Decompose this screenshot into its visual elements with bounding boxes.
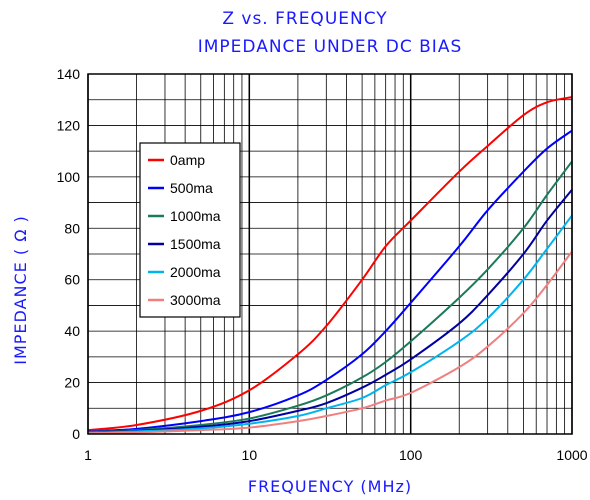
x-tick-label: 100 [399,447,423,463]
series-line-2000ma [87,214,573,434]
y-tick-label: 20 [64,375,80,391]
legend: 0amp 500ma 1000ma 1500ma 2000ma 3000ma [139,142,241,318]
y-tick-label: 120 [57,117,81,133]
y-axis-label: IMPEDANCE ( Ω ) [11,215,30,364]
series-line-1000ma [87,160,573,433]
x-tick-label: 1000 [556,447,587,463]
legend-label-500ma: 500ma [170,180,213,196]
legend-label-1000ma: 1000ma [170,208,221,224]
legend-label-0amp: 0amp [170,152,205,168]
y-tick-label: 100 [57,169,81,185]
legend-label-3000ma: 3000ma [170,292,221,308]
series-lines [87,96,573,435]
y-tick-label: 0 [72,426,80,442]
chart-title: Z vs. FREQUENCY [222,9,387,29]
series-line-3000ma [87,250,573,435]
series-line-1500ma [87,189,573,434]
x-axis-label: FREQUENCY (MHz) [248,477,412,496]
series-line-0amp [87,96,573,432]
plot-border [87,73,573,435]
y-tick-label: 80 [64,220,80,236]
legend-box [139,142,241,318]
x-tick-label: 10 [242,447,258,463]
x-tick-labels: 1 10 100 1000 [84,447,588,463]
y-tick-labels: 0 20 40 60 80 100 120 140 [57,66,81,442]
chart-subtitle: IMPEDANCE UNDER DC BIAS [198,37,463,57]
legend-label-2000ma: 2000ma [170,264,221,280]
y-tick-label: 40 [64,323,80,339]
y-tick-label: 140 [57,66,81,82]
series-line-500ma [87,129,573,433]
y-tick-label: 60 [64,272,80,288]
legend-label-1500ma: 1500ma [170,236,221,252]
x-tick-label: 1 [84,447,92,463]
